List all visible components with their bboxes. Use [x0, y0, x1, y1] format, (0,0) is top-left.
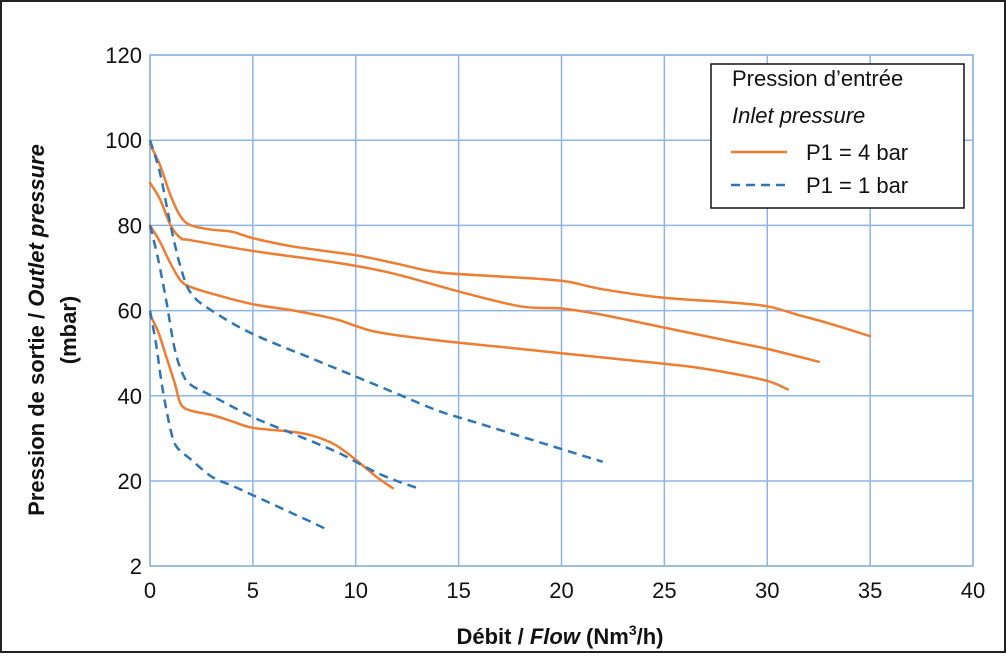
legend-title: Pression d’entrée — [732, 66, 903, 91]
series-line-4bar-2 — [148, 224, 790, 391]
y-axis-title-prefix: Pression de sortie / — [24, 307, 49, 516]
x-axis-title-suffix-post: /h) — [637, 624, 664, 649]
legend: Pression d’entrée Inlet pressure P1 = 4 … — [710, 63, 965, 209]
y-tick-label-6: 120 — [105, 43, 142, 68]
series-line-1bar-6 — [148, 310, 330, 532]
legend-label-4bar: P1 = 4 bar — [806, 140, 908, 165]
x-tick-label-3: 15 — [446, 578, 470, 603]
x-tick-label-0: 0 — [144, 578, 156, 603]
y-tick-label-3: 60 — [118, 299, 142, 324]
y-tick-labels: 2 20 40 60 80 100 120 — [105, 43, 142, 579]
y-axis-title-italic: Outlet pressure — [24, 144, 49, 307]
x-tick-label-4: 20 — [549, 578, 573, 603]
series-line-4bar-0 — [148, 143, 872, 338]
x-tick-label-5: 25 — [652, 578, 676, 603]
series-lines — [148, 139, 872, 532]
x-tick-label-2: 10 — [344, 578, 368, 603]
x-axis-title-suffix-pre: (Nm — [580, 624, 629, 649]
series-line-4bar-1 — [148, 181, 820, 363]
legend-subtitle: Inlet pressure — [732, 103, 865, 128]
series-line-4bar-3 — [148, 313, 395, 490]
y-axis-title-line1: Pression de sortie / Outlet pressure — [24, 144, 49, 516]
legend-label-1bar: P1 = 1 bar — [806, 173, 908, 198]
x-axis-title-superscript: 3 — [629, 622, 637, 638]
series-line-1bar-5 — [148, 225, 418, 490]
grid — [149, 54, 974, 567]
x-tick-label-1: 5 — [247, 578, 259, 603]
x-axis-title-italic: Flow — [530, 624, 582, 649]
x-axis-title: Débit / Flow (Nm3/h) — [456, 622, 663, 649]
series-line-1bar-4 — [148, 139, 604, 463]
x-axis-title-prefix: Débit / — [456, 624, 529, 649]
x-tick-label-8: 40 — [961, 578, 985, 603]
y-axis-title-line2: (mbar) — [56, 296, 81, 364]
x-tick-label-7: 35 — [858, 578, 882, 603]
y-tick-label-2: 40 — [118, 384, 142, 409]
x-tick-label-6: 30 — [755, 578, 779, 603]
x-tick-labels: 0 5 10 15 20 25 30 35 40 — [144, 578, 985, 603]
y-tick-label-1: 20 — [118, 469, 142, 494]
y-tick-label-4: 80 — [118, 213, 142, 238]
y-tick-label-0: 2 — [130, 554, 142, 579]
y-tick-label-5: 100 — [105, 128, 142, 153]
